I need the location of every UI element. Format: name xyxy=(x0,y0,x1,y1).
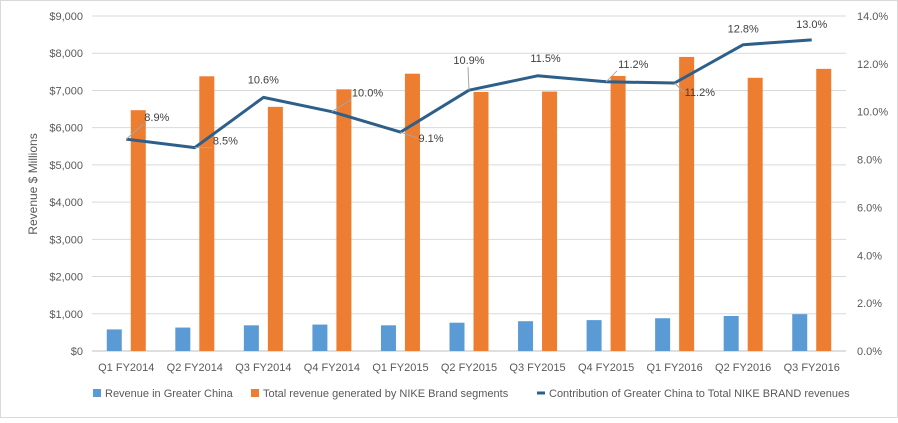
y2-tick-label: 4.0% xyxy=(857,250,882,262)
bar-greater-china xyxy=(312,324,328,351)
bar-nike-brand-total xyxy=(199,76,215,352)
y-tick-label: $1,000 xyxy=(49,309,83,321)
x-tick-label: Q2 FY2016 xyxy=(715,362,771,374)
y-tick-label: $4,000 xyxy=(49,197,83,209)
x-tick-label: Q1 FY2015 xyxy=(372,362,428,374)
contribution-line: 8.9% 8.5% 10.6% 10.0% 9.1% 10.9% 11.5% 11.2% 11.… xyxy=(125,19,828,150)
data-label-leader xyxy=(467,67,470,91)
data-label: 10.9% xyxy=(453,55,484,67)
y2-tick-label: 2.0% xyxy=(857,298,882,310)
bar-greater-china xyxy=(380,325,396,351)
x-tick-label: Q2 FY2015 xyxy=(441,362,497,374)
bar-nike-brand-total xyxy=(816,68,832,351)
x-tick-label: Q2 FY2014 xyxy=(167,362,223,374)
x-tick-label: Q1 FY2014 xyxy=(98,362,154,374)
bars xyxy=(106,56,832,352)
bar-greater-china xyxy=(792,314,808,351)
x-tick-label: Q4 FY2014 xyxy=(304,362,360,374)
x-tick-label: Q4 FY2015 xyxy=(578,362,634,374)
data-label-leader xyxy=(331,99,352,113)
y-axis-label: Revenue $ Millions xyxy=(26,133,40,234)
x-tick-label: Q1 FY2016 xyxy=(647,362,703,374)
bar-greater-china xyxy=(449,322,465,351)
legend-label: Contribution of Greater China to Total N… xyxy=(549,388,850,400)
y-tick-label: $9,000 xyxy=(49,11,83,23)
y-tick-label: $7,000 xyxy=(49,85,83,97)
data-label: 10.6% xyxy=(248,74,279,86)
data-label: 11.2% xyxy=(618,59,649,71)
x-axis: Q1 FY2014 Q2 FY2014 Q3 FY2014 Q4 FY2014 Q1 F… xyxy=(98,362,840,374)
left-axis: $0 $1,000 $2,000 $3,000 $4,000 $5,000 $6,000 $7… xyxy=(49,11,83,358)
y2-tick-label: 10.0% xyxy=(857,107,888,119)
bar-nike-brand-total xyxy=(130,110,146,351)
data-label: 11.2% xyxy=(685,87,716,99)
grid xyxy=(92,15,846,352)
data-label: 11.5% xyxy=(530,53,561,65)
bar-nike-brand-total xyxy=(542,91,558,352)
y-tick-label: $8,000 xyxy=(49,48,83,60)
y2-tick-label: 14.0% xyxy=(857,11,888,23)
x-tick-label: Q3 FY2014 xyxy=(235,362,291,374)
bar-nike-brand-total xyxy=(679,56,695,351)
data-label-leader xyxy=(125,123,144,140)
bar-greater-china xyxy=(586,320,602,351)
bar-nike-brand-total xyxy=(610,75,626,351)
bar-nike-brand-total xyxy=(747,77,763,352)
legend-swatch xyxy=(93,389,101,397)
data-label: 12.8% xyxy=(728,24,759,36)
bar-nike-brand-total xyxy=(404,73,420,351)
data-label: 9.1% xyxy=(418,133,443,145)
y2-tick-label: 6.0% xyxy=(857,202,882,214)
y-tick-label: $3,000 xyxy=(49,234,83,246)
x-tick-label: Q3 FY2015 xyxy=(509,362,565,374)
bar-greater-china xyxy=(175,327,191,351)
y-tick-label: $6,000 xyxy=(49,123,83,135)
data-label: 8.9% xyxy=(144,112,169,124)
y2-tick-label: 8.0% xyxy=(857,155,882,167)
data-label: 10.0% xyxy=(352,88,383,100)
bar-nike-brand-total xyxy=(267,106,283,351)
y-tick-label: $0 xyxy=(71,346,83,358)
data-label: 8.5% xyxy=(213,136,238,148)
legend-label: Revenue in Greater China xyxy=(105,388,234,400)
legend: Revenue in Greater China Total revenue ge… xyxy=(93,388,850,400)
bar-nike-brand-total xyxy=(336,89,352,352)
legend-swatch xyxy=(251,389,259,397)
y-tick-label: $2,000 xyxy=(49,272,83,284)
data-label: 13.0% xyxy=(796,19,827,31)
bar-greater-china xyxy=(518,321,534,351)
bar-greater-china xyxy=(243,325,259,351)
bar-greater-china xyxy=(723,316,739,351)
bar-nike-brand-total xyxy=(473,91,489,351)
bar-greater-china xyxy=(106,329,122,351)
x-tick-label: Q3 FY2016 xyxy=(784,362,840,374)
right-axis: 0.0% 2.0% 4.0% 6.0% 8.0% 10.0% 12.0% 14.0% xyxy=(857,11,888,358)
y2-tick-label: 0.0% xyxy=(857,346,882,358)
data-label-leader xyxy=(605,70,618,83)
y-tick-label: $5,000 xyxy=(49,160,83,172)
legend-label: Total revenue generated by NIKE Brand se… xyxy=(263,388,509,400)
contribution-line-path xyxy=(126,38,812,150)
data-label-leader xyxy=(674,82,684,93)
y2-tick-label: 12.0% xyxy=(857,59,888,71)
data-label-leader xyxy=(400,131,418,139)
bar-greater-china xyxy=(655,318,671,351)
